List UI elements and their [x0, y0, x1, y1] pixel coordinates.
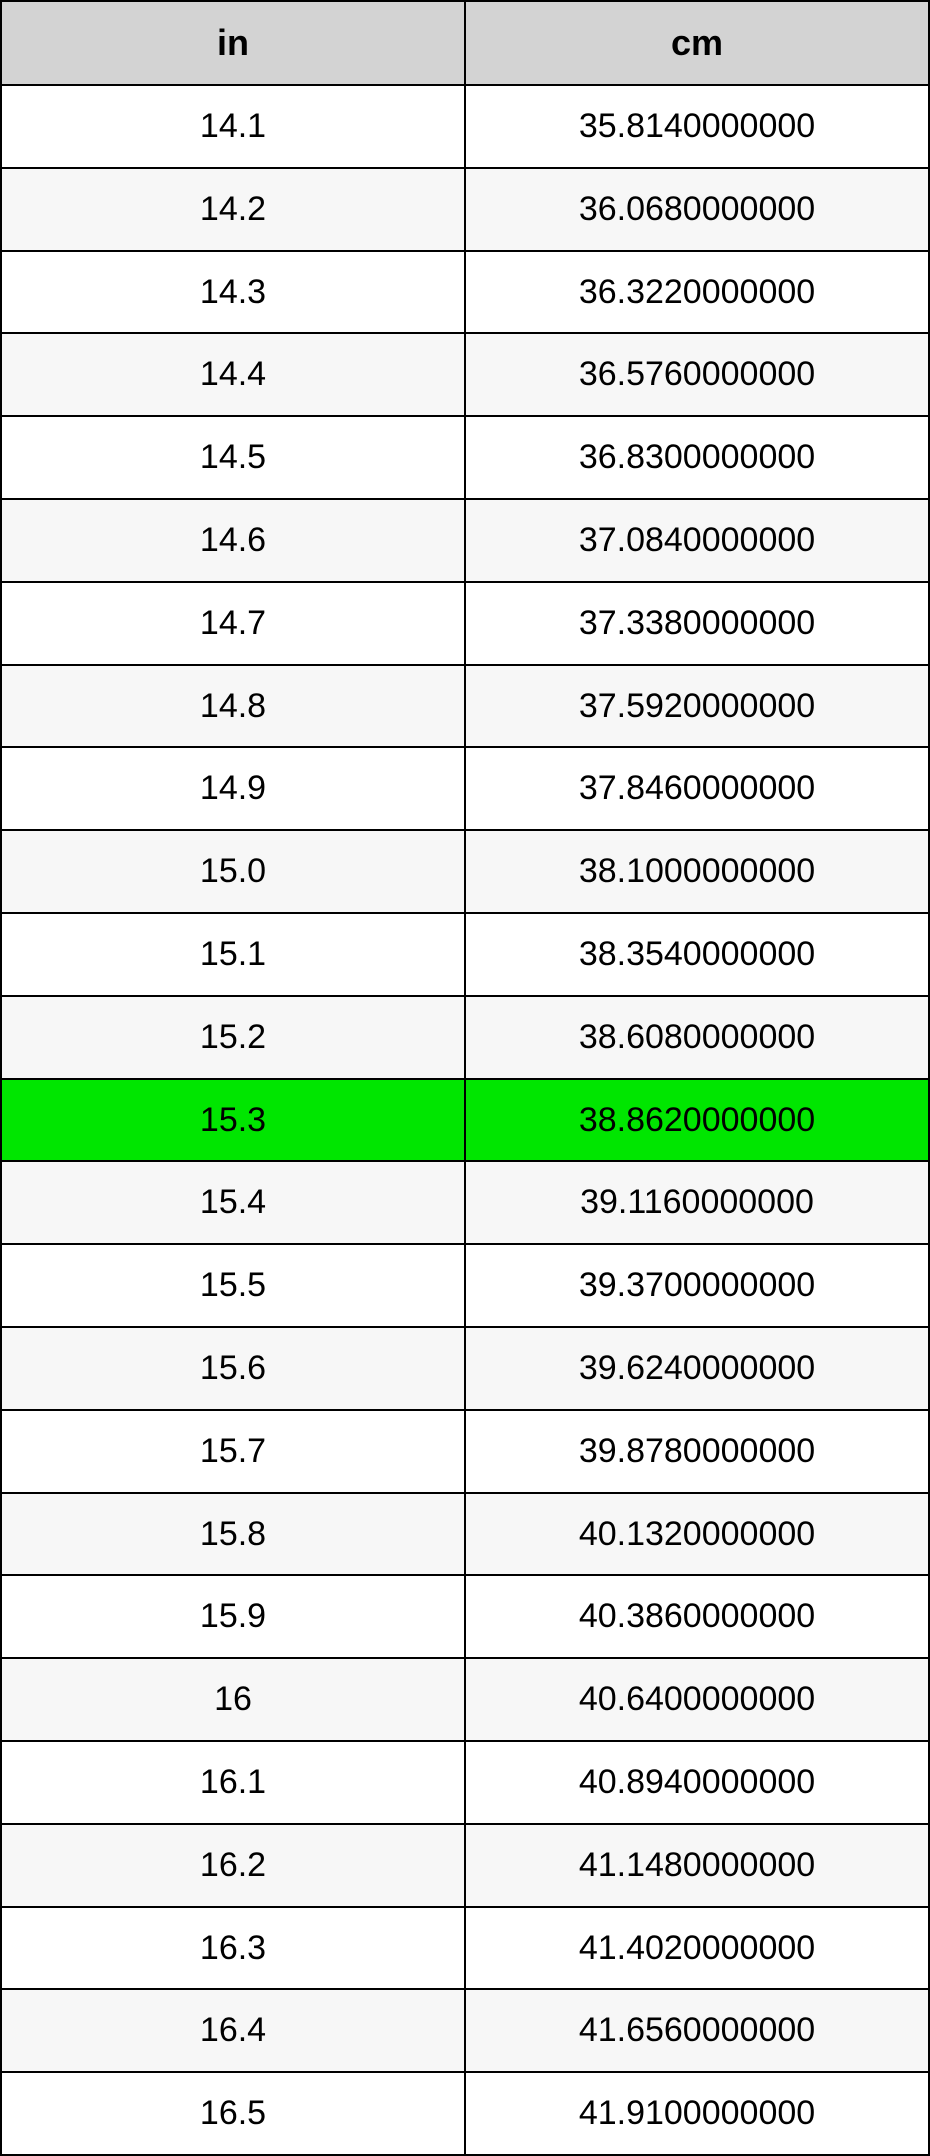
table-row: 16.3 41.4020000000	[1, 1907, 929, 1990]
cell-cm: 39.6240000000	[465, 1327, 929, 1410]
cell-in: 15.8	[1, 1493, 465, 1576]
table-row: 15.9 40.3860000000	[1, 1575, 929, 1658]
cell-cm: 38.3540000000	[465, 913, 929, 996]
table-row: 15.1 38.3540000000	[1, 913, 929, 996]
table-row: 14.8 37.5920000000	[1, 665, 929, 748]
table-row: 15.6 39.6240000000	[1, 1327, 929, 1410]
cell-in: 14.7	[1, 582, 465, 665]
cell-cm: 37.5920000000	[465, 665, 929, 748]
cell-cm: 37.8460000000	[465, 747, 929, 830]
cell-in: 14.3	[1, 251, 465, 334]
table-row: 14.7 37.3380000000	[1, 582, 929, 665]
cell-in: 16.2	[1, 1824, 465, 1907]
table-row: 16.2 41.1480000000	[1, 1824, 929, 1907]
column-header-in: in	[1, 1, 465, 85]
cell-in: 16.4	[1, 1989, 465, 2072]
cell-in: 15.2	[1, 996, 465, 1079]
table-row: 15.0 38.1000000000	[1, 830, 929, 913]
table-row: 15.7 39.8780000000	[1, 1410, 929, 1493]
cell-in: 14.8	[1, 665, 465, 748]
cell-in: 15.5	[1, 1244, 465, 1327]
table-row: 15.5 39.3700000000	[1, 1244, 929, 1327]
cell-cm: 41.6560000000	[465, 1989, 929, 2072]
cell-cm: 40.3860000000	[465, 1575, 929, 1658]
cell-in: 16.5	[1, 2072, 465, 2155]
table-row: 16.5 41.9100000000	[1, 2072, 929, 2155]
cell-in: 15.6	[1, 1327, 465, 1410]
cell-cm: 36.5760000000	[465, 333, 929, 416]
table-row: 14.6 37.0840000000	[1, 499, 929, 582]
cell-in: 15.3	[1, 1079, 465, 1162]
cell-in: 14.6	[1, 499, 465, 582]
table-row: 15.4 39.1160000000	[1, 1161, 929, 1244]
cell-cm: 38.6080000000	[465, 996, 929, 1079]
cell-in: 15.0	[1, 830, 465, 913]
table-row: 14.4 36.5760000000	[1, 333, 929, 416]
cell-in: 15.7	[1, 1410, 465, 1493]
cell-cm: 36.8300000000	[465, 416, 929, 499]
cell-cm: 41.1480000000	[465, 1824, 929, 1907]
cell-cm: 37.3380000000	[465, 582, 929, 665]
conversion-table: in cm 14.1 35.8140000000 14.2 36.0680000…	[0, 0, 930, 2156]
table-row: 16.1 40.8940000000	[1, 1741, 929, 1824]
cell-in: 15.1	[1, 913, 465, 996]
table-row: 14.9 37.8460000000	[1, 747, 929, 830]
table-row: 14.5 36.8300000000	[1, 416, 929, 499]
table-row: 14.1 35.8140000000	[1, 85, 929, 168]
cell-cm: 36.3220000000	[465, 251, 929, 334]
cell-cm: 35.8140000000	[465, 85, 929, 168]
table-row: 16 40.6400000000	[1, 1658, 929, 1741]
cell-in: 16	[1, 1658, 465, 1741]
table-row: 16.4 41.6560000000	[1, 1989, 929, 2072]
cell-cm: 37.0840000000	[465, 499, 929, 582]
cell-cm: 41.9100000000	[465, 2072, 929, 2155]
table-row: 14.2 36.0680000000	[1, 168, 929, 251]
cell-cm: 38.8620000000	[465, 1079, 929, 1162]
cell-cm: 41.4020000000	[465, 1907, 929, 1990]
table-body: 14.1 35.8140000000 14.2 36.0680000000 14…	[1, 85, 929, 2155]
cell-cm: 39.3700000000	[465, 1244, 929, 1327]
cell-in: 15.9	[1, 1575, 465, 1658]
cell-in: 16.3	[1, 1907, 465, 1990]
cell-in: 14.4	[1, 333, 465, 416]
cell-in: 14.9	[1, 747, 465, 830]
cell-in: 14.1	[1, 85, 465, 168]
cell-in: 15.4	[1, 1161, 465, 1244]
cell-cm: 39.8780000000	[465, 1410, 929, 1493]
cell-cm: 39.1160000000	[465, 1161, 929, 1244]
cell-cm: 40.1320000000	[465, 1493, 929, 1576]
cell-cm: 40.6400000000	[465, 1658, 929, 1741]
table-row: 15.2 38.6080000000	[1, 996, 929, 1079]
cell-in: 16.1	[1, 1741, 465, 1824]
cell-cm: 38.1000000000	[465, 830, 929, 913]
column-header-cm: cm	[465, 1, 929, 85]
cell-cm: 40.8940000000	[465, 1741, 929, 1824]
cell-in: 14.5	[1, 416, 465, 499]
cell-cm: 36.0680000000	[465, 168, 929, 251]
table-row: 15.8 40.1320000000	[1, 1493, 929, 1576]
table-row: 14.3 36.3220000000	[1, 251, 929, 334]
cell-in: 14.2	[1, 168, 465, 251]
table-row-highlighted: 15.3 38.8620000000	[1, 1079, 929, 1162]
table-header-row: in cm	[1, 1, 929, 85]
